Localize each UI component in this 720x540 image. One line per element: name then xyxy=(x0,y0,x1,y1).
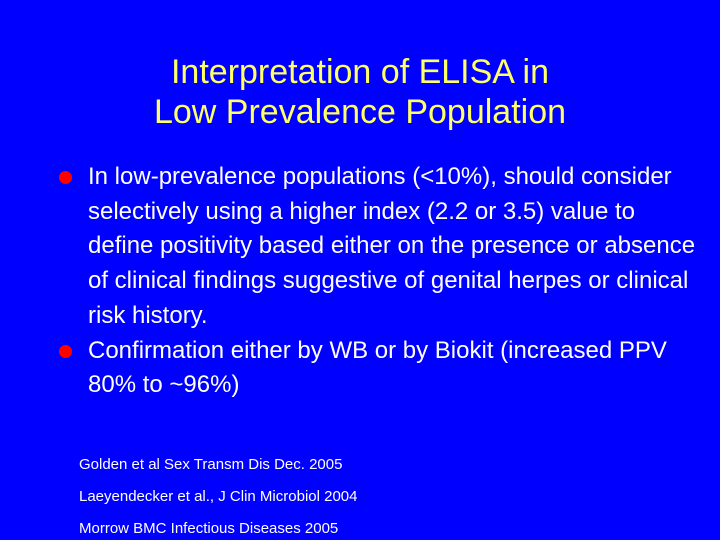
bullet-item-2: Confirmation either by WB or by Biokit (… xyxy=(58,334,698,403)
reference-2: Laeyendecker et al., J Clin Microbiol 20… xyxy=(79,488,358,505)
reference-3: Morrow BMC Infectious Diseases 2005 xyxy=(79,520,339,537)
bullet-text-1: In low-prevalence populations (<10%), sh… xyxy=(88,163,696,329)
reference-list: Golden et al Sex Transm Dis Dec. 2005 La… xyxy=(79,456,699,540)
slide-title-line-1: Interpretation of ELISA in xyxy=(170,53,550,91)
bullet-dot-icon xyxy=(59,344,72,358)
bullet-dot-icon xyxy=(59,171,72,184)
slide-title-line-2: Low Prevalence Population xyxy=(153,93,567,131)
slide-title: Interpretation of ELISA in Low Prevalenc… xyxy=(0,52,720,132)
bullet-list: In low-prevalence populations (<10%), sh… xyxy=(58,160,698,403)
reference-1: Golden et al Sex Transm Dis Dec. 2005 xyxy=(79,456,343,473)
bullet-text-2: Confirmation either by WB or by Biokit (… xyxy=(88,336,667,399)
bullet-item-1: In low-prevalence populations (<10%), sh… xyxy=(58,160,698,334)
